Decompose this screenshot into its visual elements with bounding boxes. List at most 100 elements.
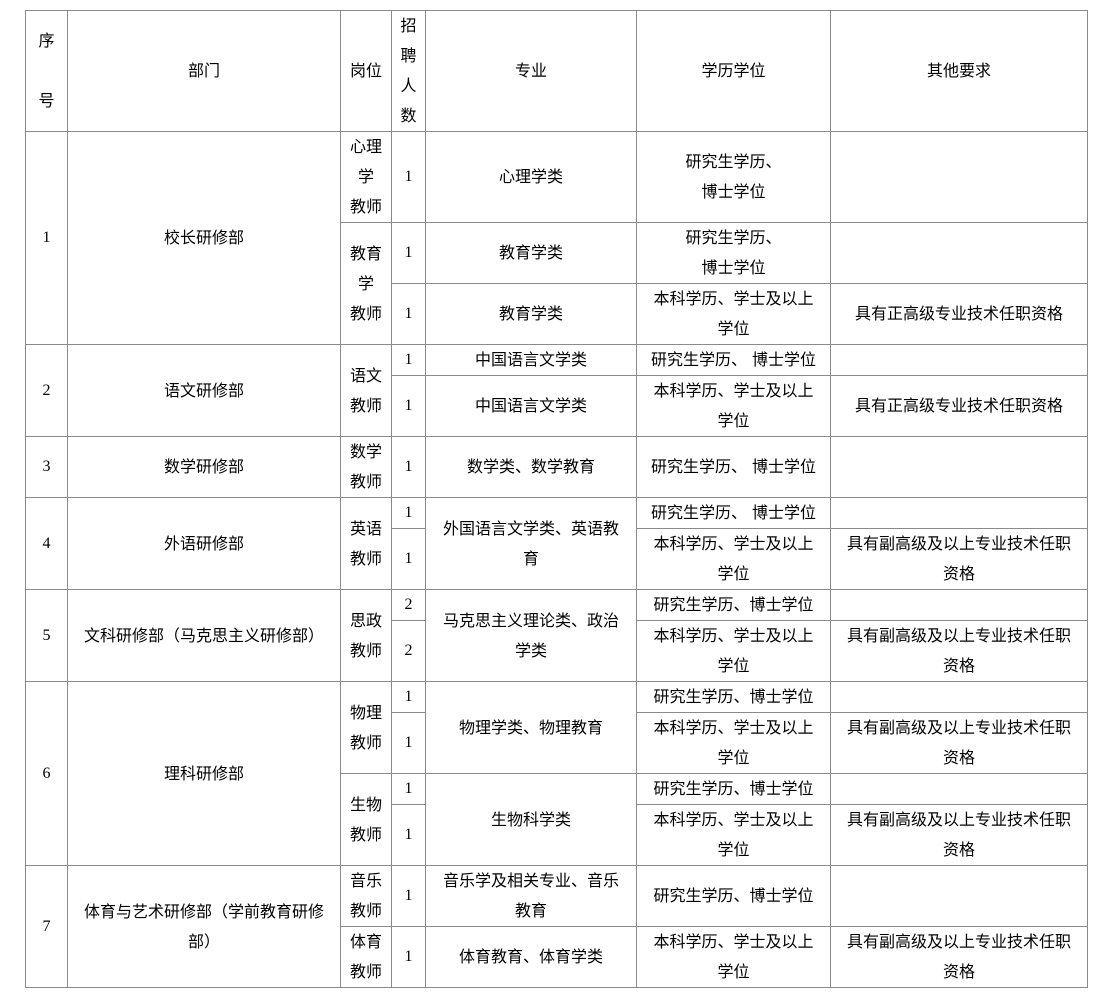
cell-other-requirements: 具有正高级专业技术任职资格: [830, 375, 1088, 437]
cell-major: 生物科学类: [425, 773, 637, 866]
table-row: 体育 教师 1 体育教育、体育学类 本科学历、学士及以上 学位 具有副高级及以上专业技术…: [26, 926, 1088, 988]
cell-headcount: 1: [391, 712, 426, 774]
cell-major: 外国语言文学类、英语教 育: [425, 497, 637, 590]
cell-other-requirements: 具有副高级及以上专业技术任职 资格: [830, 712, 1088, 774]
cell-position: 体育 教师: [340, 926, 392, 988]
cell-headcount: 2: [391, 620, 426, 682]
cell-other-requirements: [830, 497, 1088, 529]
cell-seq: 3: [25, 436, 68, 498]
cell-position: 心理 学 教师: [340, 131, 392, 223]
header-degree: 学历学位: [636, 10, 831, 132]
cell-major: 中国语言文学类: [425, 344, 637, 376]
cell-department: 理科研修部: [67, 681, 341, 866]
cell-seq: 7: [25, 865, 68, 988]
cell-major: 教育学类: [425, 222, 637, 284]
cell-seq: 1: [25, 131, 68, 345]
table-row: 教育 学 教师 1 教育学类 研究生学历、 博士学位: [26, 222, 1088, 345]
cell-department: 数学研修部: [67, 436, 341, 498]
header-major: 专业: [425, 10, 637, 132]
cell-other-requirements: [830, 344, 1088, 376]
cell-major: 马克思主义理论类、政治 学类: [425, 589, 637, 682]
header-position: 岗位: [340, 10, 392, 132]
cell-position: 思政 教师: [340, 589, 392, 682]
table-row: 1 本科学历、学士及以上 学位 具有副高级及以上专业技术任职 资格: [26, 712, 1088, 774]
cell-major: 体育教育、体育学类: [425, 926, 637, 988]
cell-seq: 5: [25, 589, 68, 682]
header-department: 部门: [67, 10, 341, 132]
cell-headcount: 1: [391, 497, 426, 529]
cell-position: 教育 学 教师: [340, 222, 392, 345]
cell-headcount: 1: [391, 436, 426, 498]
table-row: 1 教育学类 本科学历、学士及以上 学位 具有正高级专业技术任职资格: [26, 283, 1088, 345]
cell-position: 音乐 教师: [340, 865, 392, 927]
table-row: 2 本科学历、学士及以上 学位 具有副高级及以上专业技术任职 资格: [26, 620, 1088, 682]
cell-other-requirements: [830, 222, 1088, 284]
table-row: 2 语文研修部 语文 教师 1 中国语言文学类 研究生学历、 博士学位: [25, 344, 1088, 437]
cell-position: 英语 教师: [340, 497, 392, 590]
cell-major: 心理学类: [425, 131, 637, 223]
table-row: 3 数学研修部 数学 教师 1 数学类、数学教育 研究生学历、 博士学位: [25, 436, 1088, 498]
cell-degree: 研究生学历、博士学位: [636, 681, 831, 713]
cell-position: 语文 教师: [340, 344, 392, 437]
cell-other-requirements: [830, 865, 1088, 927]
cell-headcount: 1: [391, 865, 426, 927]
cell-department: 校长研修部: [67, 131, 341, 345]
cell-degree: 研究生学历、 博士学位: [636, 497, 831, 529]
recruitment-table: 序 号部门 岗位招 聘 人 数专业 学历学位 其他要求 1 校长研修部 心理 学 教师 1 心理…: [25, 10, 1088, 988]
cell-other-requirements: [830, 436, 1088, 498]
cell-degree: 本科学历、学士及以上 学位: [636, 375, 831, 437]
cell-headcount: 1: [391, 131, 426, 223]
cell-other-requirements: 具有正高级专业技术任职资格: [830, 283, 1088, 345]
table-row: 1 校长研修部 心理 学 教师 1 心理学类 研究生学历、 博士学位: [25, 131, 1088, 345]
cell-position: 生物 教师: [340, 773, 392, 866]
cell-major: 教育学类: [425, 283, 637, 345]
cell-position: 物理 教师: [340, 681, 392, 774]
cell-seq: 4: [25, 497, 68, 590]
cell-other-requirements: [830, 131, 1088, 223]
table-row: 5 文科研修部（马克思主义研修部） 思政 教师 2 马克思主义理论类、政治 学类 研究生学…: [25, 589, 1088, 682]
cell-seq: 2: [25, 344, 68, 437]
cell-major: 物理学类、物理教育: [425, 681, 637, 774]
cell-headcount: 1: [391, 926, 426, 988]
table-row: 6 理科研修部 物理 教师 1 物理学类、物理教育 研究生学历、博士学位: [25, 681, 1088, 866]
cell-other-requirements: 具有副高级及以上专业技术任职 资格: [830, 804, 1088, 866]
header-row: 序 号部门 岗位招 聘 人 数专业 学历学位 其他要求: [25, 10, 1088, 132]
cell-major: 中国语言文学类: [425, 375, 637, 437]
cell-degree: 研究生学历、 博士学位: [636, 131, 831, 223]
cell-other-requirements: [830, 681, 1088, 713]
cell-seq: 6: [25, 681, 68, 866]
cell-position: 数学 教师: [340, 436, 392, 498]
cell-degree: 研究生学历、 博士学位: [636, 222, 831, 284]
table-row: 1 本科学历、学士及以上 学位 具有副高级及以上专业技术任职 资格: [26, 804, 1088, 866]
cell-headcount: 1: [391, 344, 426, 376]
cell-headcount: 1: [391, 222, 426, 284]
cell-other-requirements: [830, 773, 1088, 805]
cell-headcount: 1: [391, 528, 426, 590]
cell-other-requirements: 具有副高级及以上专业技术任职 资格: [830, 926, 1088, 988]
table-row: 生物 教师 1 生物科学类 研究生学历、博士学位: [26, 773, 1088, 866]
cell-headcount: 1: [391, 375, 426, 437]
header-headcount: 招 聘 人 数: [391, 10, 426, 132]
cell-headcount: 1: [391, 804, 426, 866]
cell-degree: 研究生学历、博士学位: [636, 589, 831, 621]
cell-degree: 本科学历、学士及以上 学位: [636, 804, 831, 866]
table-row: 1 本科学历、学士及以上 学位 具有副高级及以上专业技术任职 资格: [26, 528, 1088, 590]
cell-degree: 本科学历、学士及以上 学位: [636, 712, 831, 774]
cell-headcount: 1: [391, 773, 426, 805]
table-row: 4 外语研修部 英语 教师 1 外国语言文学类、英语教 育研究生学历、 博士学位: [25, 497, 1088, 590]
cell-degree: 研究生学历、博士学位: [636, 865, 831, 927]
table-row: 1 中国语言文学类 本科学历、学士及以上 学位 具有正高级专业技术任职资格: [26, 375, 1088, 437]
cell-degree: 研究生学历、 博士学位: [636, 344, 831, 376]
cell-degree: 研究生学历、博士学位: [636, 773, 831, 805]
cell-headcount: 2: [391, 589, 426, 621]
table-row: 7 体育与艺术研修部（学前教育研修 部） 音乐 教师 1 音乐学及相关专业、音乐 教育研…: [25, 865, 1088, 988]
cell-department: 体育与艺术研修部（学前教育研修 部）: [67, 865, 341, 988]
cell-department: 语文研修部: [67, 344, 341, 437]
cell-other-requirements: [830, 589, 1088, 621]
cell-department: 文科研修部（马克思主义研修部）: [67, 589, 341, 682]
cell-major: 音乐学及相关专业、音乐 教育: [425, 865, 637, 927]
cell-headcount: 1: [391, 681, 426, 713]
cell-headcount: 1: [391, 283, 426, 345]
cell-degree: 本科学历、学士及以上 学位: [636, 283, 831, 345]
cell-degree: 本科学历、学士及以上 学位: [636, 926, 831, 988]
